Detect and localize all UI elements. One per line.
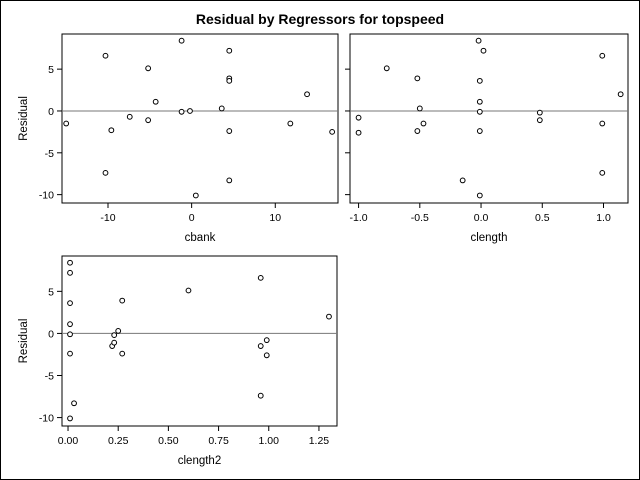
x-tick-label: 0.5 bbox=[535, 212, 550, 224]
data-point bbox=[226, 77, 233, 84]
x-axis-label: clength2 bbox=[178, 455, 221, 467]
plot-frame bbox=[61, 33, 339, 204]
data-point bbox=[218, 105, 225, 112]
data-point bbox=[475, 37, 482, 44]
y-tick-label: 5 bbox=[48, 286, 54, 298]
data-point bbox=[67, 321, 73, 328]
data-point bbox=[187, 108, 193, 114]
data-point bbox=[178, 37, 185, 44]
y-tick-label: -10 bbox=[39, 190, 54, 202]
data-point bbox=[355, 129, 362, 136]
x-tick-label: 1.25 bbox=[309, 435, 330, 447]
data-point bbox=[480, 47, 487, 54]
data-point bbox=[126, 113, 133, 120]
data-point bbox=[536, 109, 543, 116]
data-point bbox=[226, 128, 233, 134]
panel-2: -1.0 -0.5 0.0 0.5 1.0 clength bbox=[345, 33, 629, 244]
x-tick-label: 0.75 bbox=[208, 435, 229, 447]
y-tick-label: -10 bbox=[39, 413, 54, 425]
data-point bbox=[536, 117, 543, 124]
data-point bbox=[257, 343, 264, 349]
x-tick-label: 0.25 bbox=[108, 435, 129, 447]
x-tick-label: 0.50 bbox=[158, 435, 179, 447]
data-point bbox=[287, 120, 294, 127]
data-point bbox=[476, 98, 483, 105]
data-point bbox=[326, 313, 332, 320]
data-point bbox=[355, 114, 362, 121]
data-point bbox=[67, 415, 73, 422]
data-point bbox=[257, 392, 264, 399]
x-tick-label: -1.0 bbox=[350, 212, 368, 224]
y-tick-label: 5 bbox=[48, 64, 54, 76]
plot-frame bbox=[349, 33, 629, 204]
data-point bbox=[108, 127, 115, 134]
data-point bbox=[226, 47, 233, 54]
y-tick-label: 0 bbox=[48, 106, 54, 118]
data-point bbox=[476, 192, 483, 199]
data-point bbox=[111, 332, 118, 339]
x-tick-label: 0.00 bbox=[58, 435, 79, 447]
x-axis-label: clength bbox=[470, 232, 507, 244]
chart-title: Residual by Regressors for topspeed bbox=[196, 11, 444, 27]
data-point bbox=[599, 169, 606, 176]
data-point bbox=[383, 65, 390, 72]
data-point bbox=[67, 350, 73, 357]
data-point bbox=[152, 98, 159, 105]
data-point bbox=[119, 350, 126, 357]
data-point bbox=[178, 108, 185, 115]
data-point bbox=[617, 91, 624, 98]
data-point bbox=[599, 120, 606, 127]
data-point bbox=[67, 259, 73, 266]
data-point bbox=[257, 274, 264, 281]
data-point bbox=[115, 328, 122, 334]
x-tick-label: 0.0 bbox=[474, 212, 489, 224]
data-point bbox=[304, 91, 310, 98]
data-point bbox=[67, 300, 73, 307]
data-point bbox=[414, 75, 421, 82]
data-point bbox=[414, 128, 421, 134]
data-point bbox=[263, 337, 270, 344]
data-point bbox=[420, 120, 427, 127]
data-point bbox=[185, 287, 192, 294]
data-point bbox=[102, 52, 109, 59]
data-point bbox=[476, 77, 483, 84]
data-point bbox=[71, 400, 77, 407]
data-point bbox=[416, 105, 423, 112]
plot-frame bbox=[61, 255, 338, 427]
x-tick-label: 10 bbox=[269, 212, 281, 224]
y-tick-label: 0 bbox=[48, 328, 54, 340]
x-tick-label: -0.5 bbox=[411, 212, 429, 224]
data-point bbox=[111, 339, 118, 346]
data-point bbox=[476, 128, 483, 134]
y-axis-label: Residual bbox=[18, 319, 30, 364]
y-axis-label: Residual bbox=[18, 96, 30, 141]
data-point bbox=[67, 331, 73, 338]
data-point bbox=[67, 269, 73, 276]
data-point bbox=[263, 352, 270, 359]
data-point bbox=[476, 108, 483, 115]
data-point bbox=[102, 169, 109, 176]
y-tick-label: -5 bbox=[45, 371, 54, 383]
x-tick-label: 0 bbox=[189, 212, 195, 224]
data-point bbox=[329, 128, 336, 135]
panel-3: 5 0 -5 -10 0.00 0.25 0.50 0.75 1.00 1.25 clength2 R… bbox=[18, 255, 338, 467]
data-point bbox=[599, 52, 606, 59]
x-axis-label: cbank bbox=[185, 232, 216, 244]
data-point bbox=[145, 117, 152, 124]
data-point bbox=[145, 65, 152, 72]
data-point bbox=[459, 177, 466, 184]
data-point bbox=[119, 297, 126, 304]
data-point bbox=[226, 177, 233, 184]
x-tick-label: 1.00 bbox=[259, 435, 280, 447]
x-tick-label: -10 bbox=[100, 212, 115, 224]
panel-1: 5 0 -5 -10 -10 0 10 cbank Residual bbox=[18, 33, 339, 244]
x-tick-label: 1.0 bbox=[596, 212, 611, 224]
y-tick-label: -5 bbox=[45, 148, 54, 160]
data-point bbox=[192, 192, 199, 199]
data-point bbox=[63, 120, 70, 127]
